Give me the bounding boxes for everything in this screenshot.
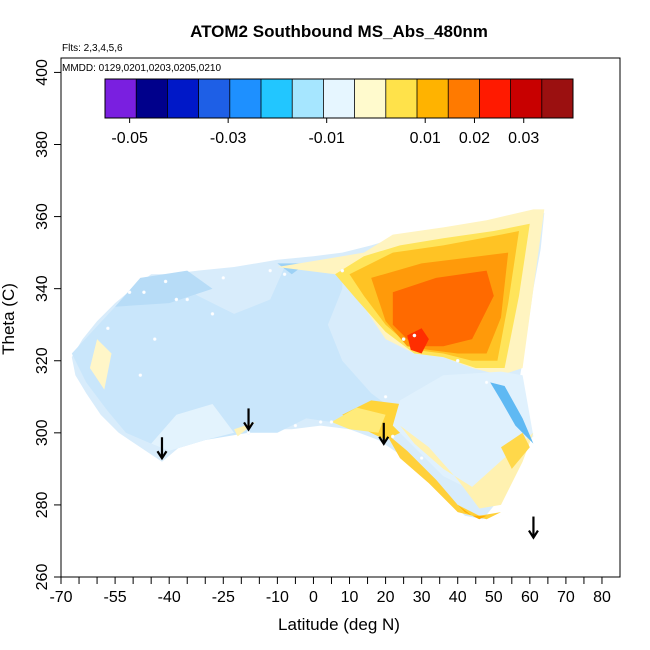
- data-point: [174, 297, 179, 302]
- x-tick-label: -70: [49, 589, 72, 606]
- flight-arrow: [378, 422, 390, 446]
- x-tick-label: -10: [266, 589, 289, 606]
- field-region-2: [115, 270, 213, 307]
- colorbar-segment: [541, 79, 574, 118]
- x-tick-label: -55: [104, 589, 127, 606]
- plot-border: [60, 57, 621, 578]
- colorbar-segment: [261, 79, 293, 118]
- data-point: [329, 420, 334, 424]
- colorbar-segment: [105, 79, 137, 118]
- x-tick-label: 10: [341, 589, 359, 606]
- data-point: [390, 434, 395, 439]
- field-region-17: [457, 504, 487, 520]
- field-region-0: [71, 259, 401, 451]
- colorbar-tick-label: -0.03: [210, 130, 247, 147]
- flight-arrow: [528, 516, 539, 540]
- colorbar-segment: [417, 79, 449, 118]
- colorbar-segment: [354, 79, 387, 118]
- data-point: [318, 420, 323, 424]
- y-tick-label: 380: [34, 131, 51, 158]
- colorbar-tick-label: -0.01: [308, 130, 345, 147]
- y-tick-label: 340: [34, 275, 51, 302]
- colorbar-tick-label: 0.01: [410, 130, 441, 147]
- field-region-15: [400, 425, 534, 509]
- x-tick-label: 60: [521, 589, 539, 606]
- colorbar-border: [104, 78, 574, 119]
- colorbar-segment: [323, 79, 356, 118]
- colorbar-segment: [292, 79, 324, 118]
- data-point: [221, 276, 226, 280]
- flight-arrows: [156, 408, 539, 540]
- data-point: [185, 297, 190, 302]
- x-tick-label: 30: [413, 589, 431, 606]
- data-point: [484, 380, 489, 385]
- field-region-19: [501, 432, 530, 469]
- x-axis: -70 -55 -40 -25 -10 0 10 20 30 40 50 60 70 80: [49, 577, 611, 606]
- field-region-11: [407, 328, 429, 354]
- data-point: [455, 358, 460, 363]
- colorbar-segment: [385, 79, 418, 118]
- colorbar-segment: [136, 79, 168, 118]
- colorbar-segment: [167, 79, 200, 118]
- data-point: [246, 431, 251, 435]
- data-point: [340, 268, 345, 273]
- data-point: [282, 272, 287, 277]
- y-tick-label: 300: [34, 419, 51, 446]
- flight-arrow: [243, 408, 254, 432]
- x-tick-label: 20: [377, 589, 395, 606]
- colorbar-tick-label: 0.03: [508, 130, 539, 147]
- colorbar-segment: [510, 79, 543, 118]
- data-point: [142, 290, 146, 295]
- y-tick-label: 360: [34, 203, 51, 230]
- colorbar-tick-label: -0.05: [111, 130, 148, 147]
- plot-area: [60, 57, 621, 578]
- data-point: [412, 333, 417, 338]
- colorbar-segment: [229, 79, 262, 118]
- colorbar: [104, 78, 574, 119]
- field-region-4: [89, 339, 112, 390]
- data-point: [383, 394, 388, 399]
- colorbar-segment: [198, 79, 231, 118]
- data-point: [268, 268, 272, 273]
- data-point: [163, 279, 168, 284]
- y-axis-label: Theta (C): [0, 283, 18, 355]
- x-axis-label: Latitude (deg N): [278, 615, 400, 634]
- y-tick-label: 260: [34, 564, 51, 591]
- x-tick-label: 40: [449, 589, 467, 606]
- data-point: [210, 312, 215, 316]
- field-region-10: [392, 270, 494, 347]
- data-point: [293, 423, 298, 428]
- colorbar-labels: -0.05 -0.03 -0.01 0.01 0.02 0.03: [111, 118, 539, 147]
- x-tick-label: -25: [212, 589, 235, 606]
- colorbar-segment: [479, 79, 512, 118]
- colorbar-segment: [448, 79, 480, 118]
- chart-title: ATOM2 Southbound MS_Abs_480nm: [190, 22, 488, 41]
- field-region-1: [151, 404, 235, 451]
- flight-arrow: [156, 437, 168, 461]
- data-point: [401, 337, 406, 341]
- y-tick-label: 320: [34, 347, 51, 374]
- flights-label: Flts: 2,3,4,5,6: [62, 43, 123, 54]
- x-tick-label: -40: [158, 589, 181, 606]
- x-tick-label: 70: [557, 589, 575, 606]
- field-region-14: [392, 371, 534, 491]
- data-point: [106, 326, 110, 331]
- x-tick-label: 80: [593, 589, 611, 606]
- data-point: [419, 456, 424, 460]
- y-tick-label: 400: [34, 59, 51, 86]
- data-point: [127, 290, 132, 295]
- data-point: [152, 337, 157, 341]
- y-tick-label: 280: [34, 491, 51, 518]
- y-axis: 260 280 300 320 340 360 380 400: [34, 59, 61, 590]
- colorbar-tick-label: 0.02: [459, 130, 490, 147]
- field-region-13: [331, 407, 386, 433]
- data-points: [106, 268, 489, 460]
- dates-label: MMDD: 0129,0201,0203,0205,0210: [62, 63, 221, 74]
- data-point: [138, 373, 143, 377]
- x-tick-label: 50: [485, 589, 503, 606]
- data-field: [71, 209, 545, 520]
- x-tick-label: 0: [309, 589, 318, 606]
- field-region-18: [490, 382, 534, 444]
